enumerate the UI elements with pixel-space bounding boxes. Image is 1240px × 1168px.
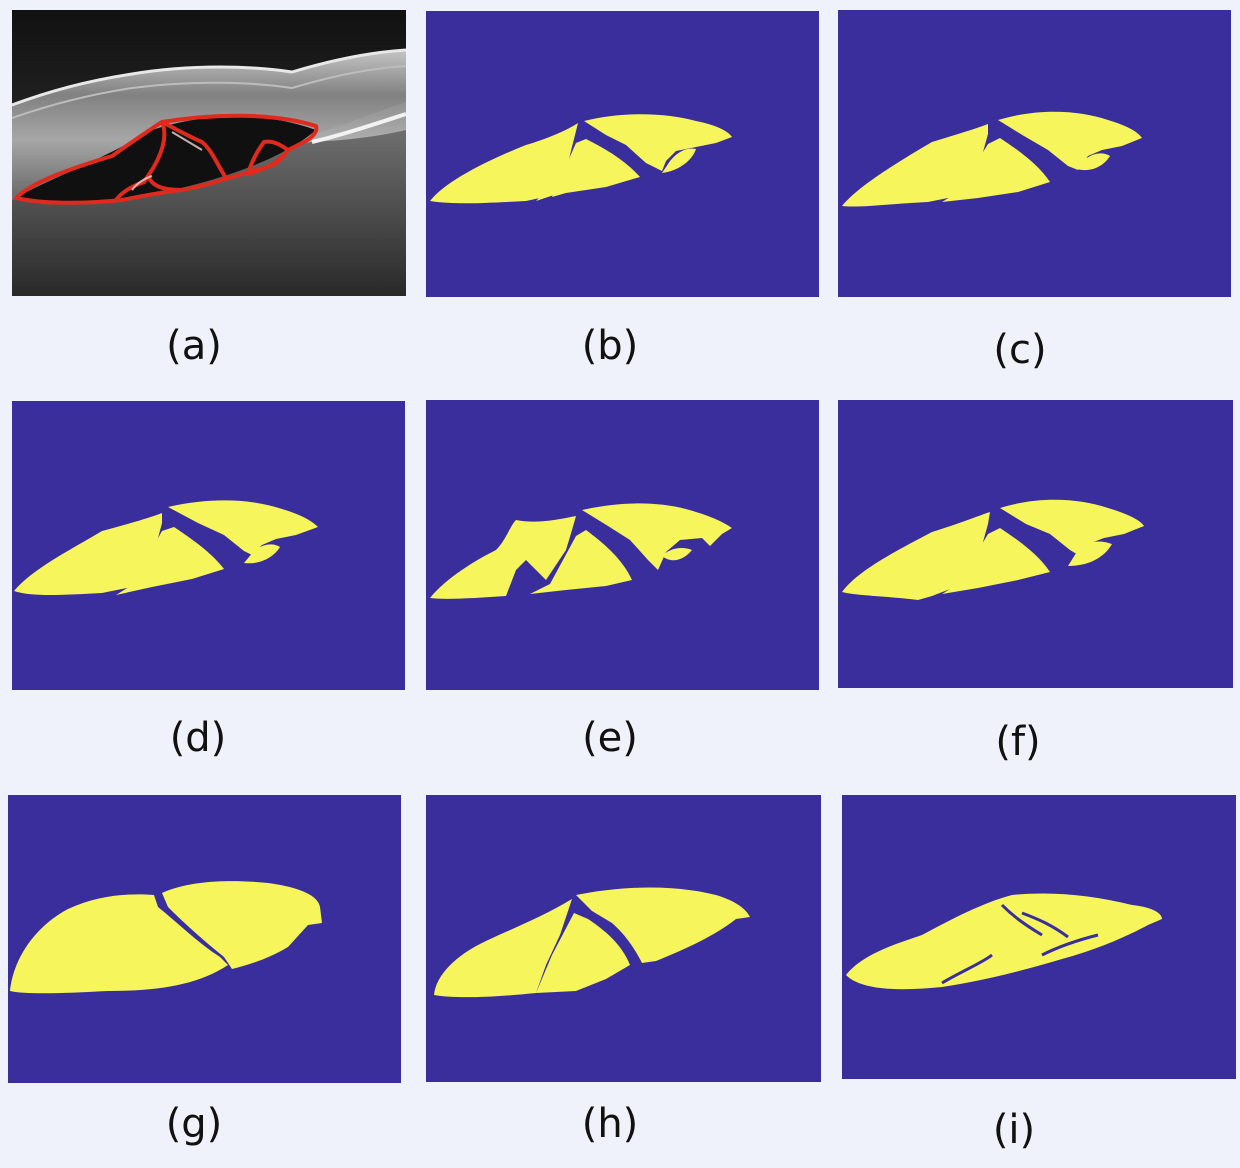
panel-g-mask bbox=[8, 795, 401, 1083]
panel-b-mask bbox=[426, 11, 819, 297]
caption-h: (h) bbox=[581, 1101, 639, 1147]
caption-g: (g) bbox=[165, 1101, 223, 1147]
caption-i: (i) bbox=[992, 1107, 1036, 1153]
panel-a-oct-image bbox=[12, 10, 406, 296]
panel-i-mask bbox=[842, 795, 1236, 1079]
panel-f-mask bbox=[838, 400, 1233, 688]
caption-b: (b) bbox=[581, 323, 639, 369]
caption-a: (a) bbox=[166, 323, 222, 369]
panel-d-mask bbox=[12, 401, 405, 690]
panel-e-mask bbox=[426, 400, 819, 690]
caption-c: (c) bbox=[993, 327, 1047, 373]
caption-f: (f) bbox=[995, 719, 1041, 765]
caption-d: (d) bbox=[169, 715, 227, 761]
caption-e: (e) bbox=[582, 715, 638, 761]
panel-h-mask bbox=[426, 795, 821, 1082]
panel-c-mask bbox=[838, 10, 1231, 297]
